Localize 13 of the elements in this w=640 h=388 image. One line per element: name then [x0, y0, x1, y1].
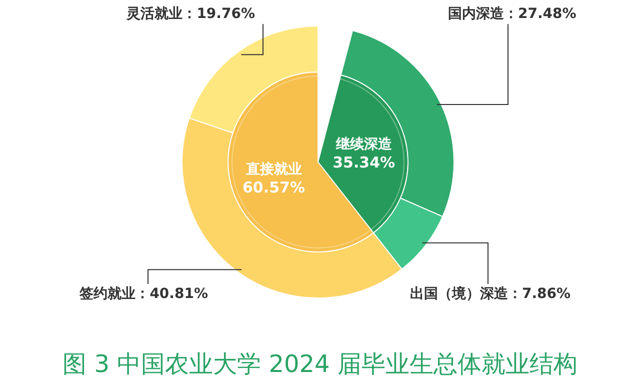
data-label: 60.57%: [242, 178, 305, 196]
slice-label: 出国（境）深造: [410, 286, 508, 302]
slice-label: 国内深造: [448, 6, 504, 22]
data-label: ：40.81%: [136, 286, 208, 302]
data-label: ：19.76%: [182, 6, 255, 22]
slice-label: 继续深造: [334, 136, 393, 153]
data-label: 35.34%: [332, 154, 396, 172]
slice-label: 灵活就业: [126, 6, 183, 22]
slice-label: 签约就业: [80, 286, 136, 302]
text: 图 3 中国农业大学 2024 届毕业生总体就业结构: [62, 350, 578, 378]
slice-label: 直接就业: [244, 160, 302, 178]
data-label: ：27.48%: [504, 6, 576, 22]
data-label: ：7.86%: [508, 286, 571, 302]
